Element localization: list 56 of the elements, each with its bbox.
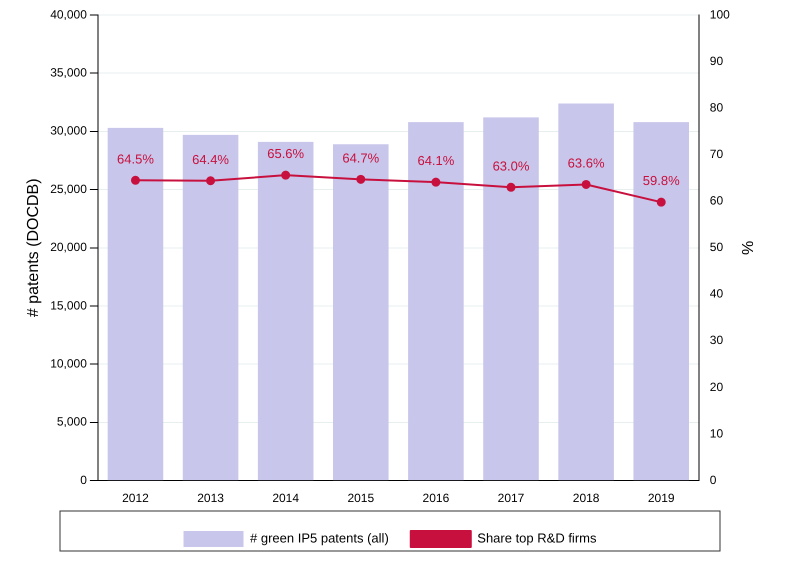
bar: [633, 122, 690, 480]
point: [206, 176, 216, 186]
y2-tick-label: 10: [710, 426, 724, 440]
data-label: 64.5%: [117, 151, 154, 166]
x-tick-label: 2014: [272, 491, 300, 506]
y-tick-label: 15,000: [50, 298, 88, 312]
y-tick-label: 35,000: [50, 66, 88, 80]
data-label: 65.6%: [267, 146, 305, 162]
x-tick-label: 2019: [648, 491, 675, 506]
legend-label: # green IP5 patents (all): [250, 530, 389, 546]
y2-tick-label: 60: [710, 194, 724, 208]
y2-tick-label: 80: [710, 100, 724, 114]
x-tick-label: 2017: [498, 491, 525, 506]
y-tick-label: 0: [80, 472, 88, 487]
y2-tick-label: 70: [710, 146, 724, 161]
data-label: 63.0%: [492, 158, 530, 174]
bar: [408, 122, 464, 480]
data-label: 64.1%: [417, 153, 455, 168]
point: [582, 180, 591, 189]
point: [130, 176, 140, 185]
y2-tick-label: 0: [710, 472, 717, 487]
y2-tick-label: 20: [710, 380, 724, 394]
x-tick-label: 2016: [422, 491, 450, 506]
x-tick-label: 2015: [347, 491, 374, 506]
y-tick-label: 5,000: [56, 414, 88, 429]
bar: [332, 144, 389, 480]
x-tick-label: 2013: [197, 491, 224, 506]
point: [506, 182, 516, 192]
y2-tick-label: 90: [710, 54, 724, 68]
bar: [483, 117, 539, 480]
y2-tick-label: 100: [710, 7, 730, 22]
point: [431, 178, 440, 187]
x-tick-label: 2012: [122, 491, 150, 506]
point: [281, 170, 290, 180]
y-tick-label: 40,000: [50, 7, 88, 22]
y-axis-title: # patents (DOCDB): [25, 178, 42, 318]
y2-tick-label: 40: [710, 286, 724, 301]
data-label: 64.7%: [342, 150, 380, 166]
bar: [258, 142, 314, 480]
bar: [558, 103, 614, 480]
data-label: 63.6%: [568, 156, 605, 171]
bar: [182, 134, 238, 480]
y2-tick-label: 50: [710, 240, 724, 254]
y-tick-label: 25,000: [50, 182, 88, 196]
point: [356, 174, 366, 184]
y2-tick-label: 30: [710, 333, 724, 348]
y-tick-label: 10,000: [50, 356, 88, 371]
x-tick-label: 2018: [572, 491, 600, 506]
data-label: 64.4%: [192, 152, 230, 167]
bar: [108, 128, 164, 480]
data-label: 59.8%: [642, 173, 680, 188]
y-tick-label: 20,000: [50, 240, 88, 254]
y-tick-label: 30,000: [50, 124, 88, 138]
point: [656, 198, 666, 207]
legend-label: Share top R&D firms: [477, 530, 597, 546]
y2-axis-title: %: [738, 240, 755, 255]
